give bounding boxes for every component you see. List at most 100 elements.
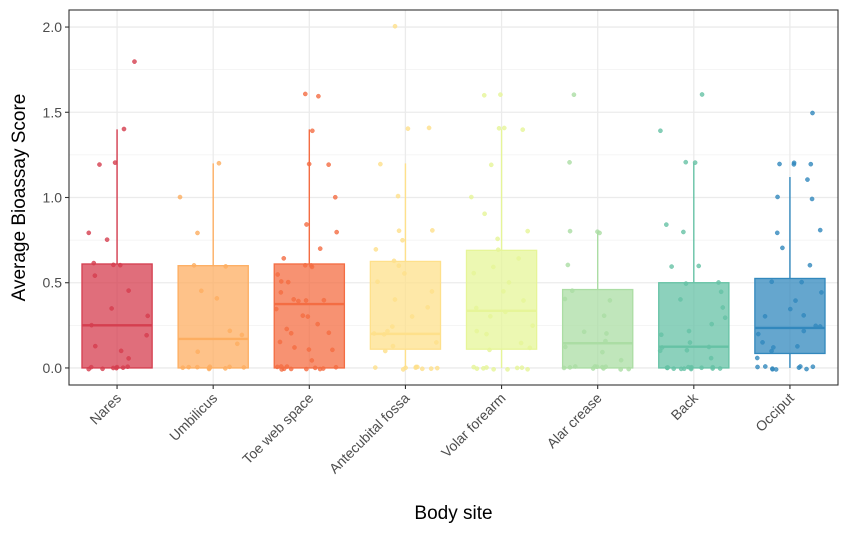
x-axis-title: Body site xyxy=(414,503,492,524)
data-point xyxy=(474,366,480,371)
data-point xyxy=(400,237,405,243)
data-point xyxy=(498,92,503,97)
data-point xyxy=(121,126,127,132)
data-point xyxy=(469,194,474,200)
x-tick-label: Alar crease xyxy=(543,390,605,452)
data-point xyxy=(501,125,507,131)
data-point xyxy=(317,246,323,251)
x-tick-label: Occiput xyxy=(752,390,797,435)
data-point xyxy=(378,161,383,167)
y-tick-label: 0.0 xyxy=(43,360,63,376)
data-point xyxy=(565,262,571,268)
data-point xyxy=(396,228,402,234)
data-point xyxy=(505,367,510,372)
data-point xyxy=(332,194,338,200)
data-point xyxy=(525,366,530,372)
data-point xyxy=(304,222,309,227)
data-point xyxy=(430,228,435,233)
box-occiput xyxy=(754,277,826,355)
data-point xyxy=(567,228,573,234)
data-point xyxy=(415,364,420,370)
data-point xyxy=(699,92,705,97)
box-toe-web-space xyxy=(273,263,346,369)
data-point xyxy=(405,126,411,131)
data-point xyxy=(780,245,785,251)
x-tick-label: Antecubital fossa xyxy=(326,390,413,477)
data-point xyxy=(316,93,321,99)
data-point xyxy=(97,162,102,167)
data-point xyxy=(132,59,137,64)
y-tick-label: 2.0 xyxy=(43,19,63,35)
data-point xyxy=(567,160,572,165)
data-point xyxy=(571,92,577,98)
box-layer xyxy=(81,129,826,369)
data-point xyxy=(302,91,308,97)
box-umbilicus xyxy=(177,265,249,369)
data-point xyxy=(664,222,669,227)
data-point xyxy=(809,196,815,202)
x-tick-label: Nares xyxy=(86,390,124,428)
y-tick-label: 0.5 xyxy=(43,275,63,291)
data-point xyxy=(810,364,816,370)
box-back xyxy=(658,282,730,369)
data-point xyxy=(395,193,401,199)
data-point xyxy=(658,128,663,134)
box-antecubital-fossa xyxy=(369,260,442,350)
data-point xyxy=(791,160,797,166)
data-point xyxy=(281,256,287,261)
data-point xyxy=(495,236,500,242)
box-volar-forearm xyxy=(465,249,538,350)
y-tick-label: 1.5 xyxy=(43,104,63,120)
data-point xyxy=(777,161,782,167)
data-point xyxy=(326,162,331,167)
data-point xyxy=(669,264,674,269)
data-point xyxy=(434,365,440,371)
data-point xyxy=(525,228,530,234)
data-point xyxy=(805,177,810,182)
data-point xyxy=(104,237,110,242)
x-tick-label: Volar forearm xyxy=(438,390,509,461)
data-point xyxy=(681,229,686,235)
data-point xyxy=(774,230,780,236)
data-point xyxy=(177,194,183,200)
data-point xyxy=(808,161,814,167)
data-point xyxy=(496,125,502,131)
y-axis-title: Average Bioassay Score xyxy=(9,94,30,302)
data-point xyxy=(491,366,496,372)
data-point xyxy=(310,128,315,134)
data-point xyxy=(807,262,813,268)
data-point xyxy=(216,160,222,166)
data-point xyxy=(514,365,520,371)
data-point xyxy=(481,92,487,98)
data-point xyxy=(482,211,487,217)
data-point xyxy=(426,125,432,131)
x-tick-label: Back xyxy=(668,389,702,423)
data-point xyxy=(400,367,406,372)
box-nares xyxy=(81,263,153,369)
x-tick-label: Toe web space xyxy=(239,390,317,468)
data-point xyxy=(373,247,379,252)
x-tick-label: Umbilicus xyxy=(166,390,220,444)
data-point xyxy=(86,230,92,236)
data-point xyxy=(420,366,425,372)
y-tick-label: 1.0 xyxy=(43,190,63,206)
data-point xyxy=(334,229,339,235)
data-point xyxy=(754,355,760,361)
data-point xyxy=(773,367,779,372)
data-point xyxy=(372,365,378,370)
data-point xyxy=(195,230,200,236)
data-point xyxy=(762,364,768,369)
data-point xyxy=(696,263,702,269)
data-point xyxy=(775,194,780,200)
data-point xyxy=(520,127,526,132)
data-point xyxy=(817,227,823,233)
data-point xyxy=(683,159,689,165)
data-point xyxy=(798,364,803,369)
data-point xyxy=(488,162,494,168)
data-point xyxy=(810,110,815,116)
box-alar-crease xyxy=(561,288,634,369)
data-point xyxy=(484,365,489,370)
data-point xyxy=(804,366,809,372)
